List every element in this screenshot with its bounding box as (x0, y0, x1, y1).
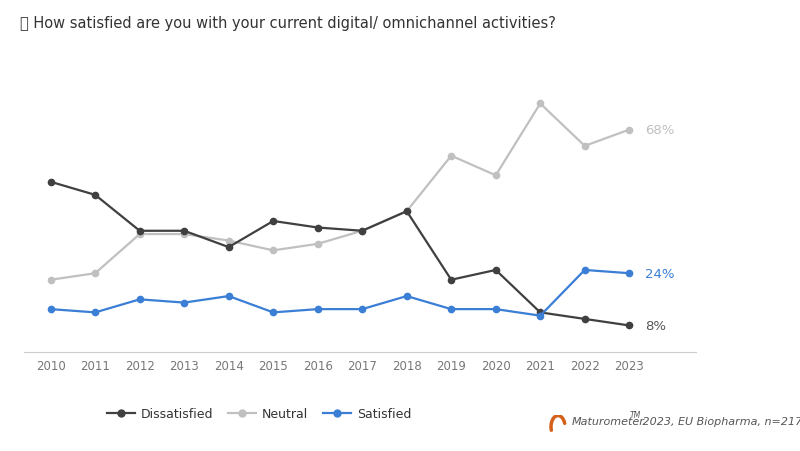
Text: ⌗ How satisfied are you with your current digital/ omnichannel activities?: ⌗ How satisfied are you with your curren… (20, 16, 556, 31)
Text: 2023, EU Biopharma, n=217: 2023, EU Biopharma, n=217 (639, 416, 800, 426)
Text: 68%: 68% (645, 124, 674, 137)
Text: 24%: 24% (645, 267, 674, 280)
Legend: Dissatisfied, Neutral, Satisfied: Dissatisfied, Neutral, Satisfied (102, 402, 416, 425)
Text: TM: TM (630, 410, 641, 419)
Text: 8%: 8% (645, 319, 666, 332)
Text: Maturometer: Maturometer (572, 416, 645, 426)
